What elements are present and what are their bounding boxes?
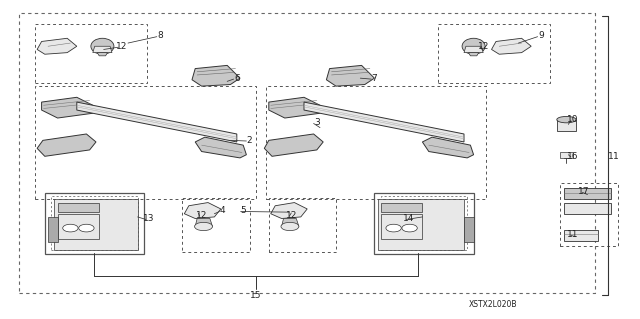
Polygon shape [326,65,374,86]
Bar [51,196,138,250]
Polygon shape [304,102,464,142]
Polygon shape [195,219,212,226]
Polygon shape [564,203,611,214]
Polygon shape [282,219,299,226]
Polygon shape [58,203,99,212]
Polygon shape [77,102,237,142]
Ellipse shape [281,222,299,231]
Polygon shape [54,199,138,250]
Polygon shape [42,97,93,118]
Bar [560,183,618,246]
Polygon shape [560,152,573,158]
Text: 14: 14 [403,214,414,223]
Ellipse shape [557,116,576,123]
Text: 12: 12 [116,42,127,51]
Text: 9: 9 [538,31,543,40]
Text: XSTX2L020B: XSTX2L020B [468,300,517,309]
Polygon shape [269,97,320,118]
Ellipse shape [79,224,94,232]
Text: 2: 2 [247,136,252,145]
Text: 12: 12 [477,42,489,51]
Text: 15: 15 [250,291,262,300]
Bar [182,198,250,252]
Bar [45,193,144,254]
Text: 3: 3 [314,118,319,127]
Ellipse shape [386,224,401,232]
Text: 8: 8 [157,31,163,40]
Polygon shape [464,46,483,53]
Text: 10: 10 [567,115,579,124]
Ellipse shape [462,38,485,54]
Polygon shape [381,214,422,239]
Text: 6: 6 [234,74,239,83]
Polygon shape [192,65,240,86]
Bar [266,86,486,199]
Polygon shape [184,203,221,219]
Text: 11: 11 [567,230,579,239]
Polygon shape [264,134,323,156]
Bar [19,13,595,293]
Text: 1: 1 [613,152,618,161]
Ellipse shape [195,222,212,231]
Bar [438,24,550,83]
Polygon shape [564,230,598,241]
Polygon shape [271,203,307,219]
Text: 13: 13 [143,214,154,223]
Polygon shape [422,137,474,158]
Polygon shape [97,53,108,56]
Text: 1: 1 [609,152,614,161]
Polygon shape [58,214,99,239]
Polygon shape [492,38,531,54]
Polygon shape [93,46,112,53]
Ellipse shape [91,38,114,54]
Bar [269,198,336,252]
Polygon shape [464,217,474,242]
Text: 12: 12 [285,211,297,220]
Polygon shape [37,38,77,54]
Text: 12: 12 [196,211,207,220]
Bar [35,24,147,83]
Polygon shape [48,217,58,242]
Polygon shape [37,134,96,156]
Polygon shape [378,199,464,250]
Bar [374,193,474,254]
Bar [381,196,467,250]
Polygon shape [557,120,576,131]
Text: 5: 5 [241,206,246,215]
Polygon shape [195,137,246,158]
Text: 4: 4 [220,206,225,215]
Polygon shape [381,203,422,212]
Ellipse shape [63,224,78,232]
Text: 7: 7 [372,74,377,83]
Polygon shape [468,53,479,56]
Bar [35,86,256,199]
Ellipse shape [402,224,417,232]
Text: 17: 17 [578,187,589,196]
Polygon shape [564,188,611,199]
Text: 16: 16 [567,152,579,161]
